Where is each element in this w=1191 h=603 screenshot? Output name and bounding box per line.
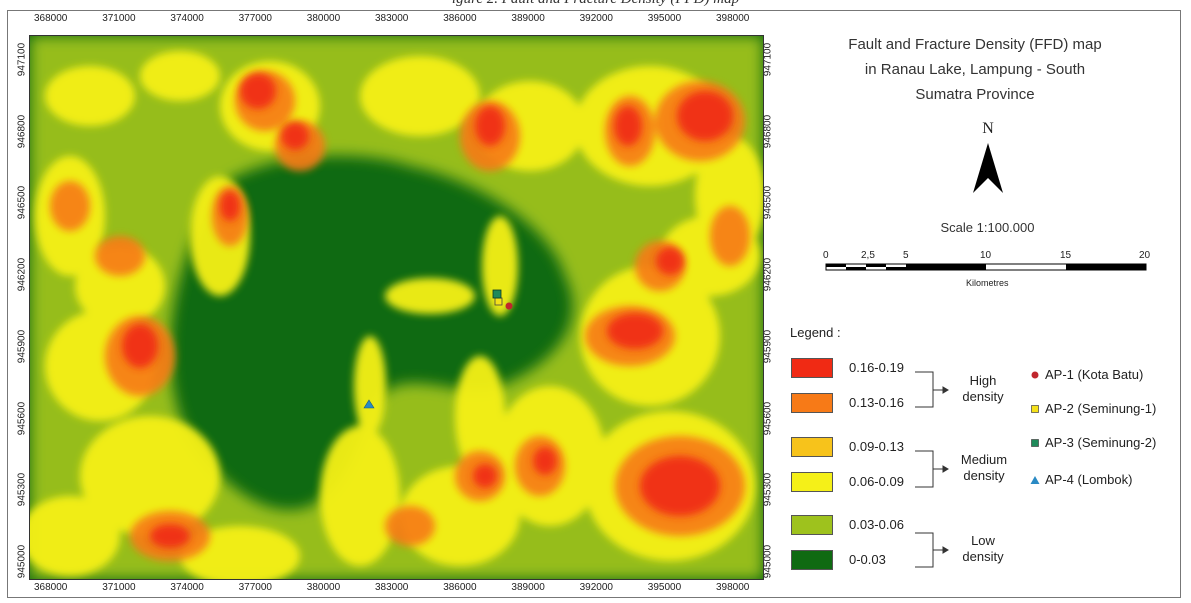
x-tick-label: 386000 bbox=[443, 582, 477, 593]
group-medium: Medium density bbox=[960, 452, 1008, 483]
y-tick-label: 945300 bbox=[762, 473, 774, 507]
group-low: Low density bbox=[962, 533, 1004, 564]
triangle-icon bbox=[1030, 476, 1040, 484]
scale-tick: 5 bbox=[903, 250, 909, 261]
legend-range: 0.16-0.19 bbox=[849, 360, 904, 375]
circle-icon bbox=[1031, 371, 1039, 379]
x-tick-label: 368000 bbox=[34, 13, 68, 24]
y-tick-label: 945600 bbox=[16, 401, 28, 435]
y-tick-label: 945600 bbox=[762, 401, 774, 435]
legend-range: 0-0.03 bbox=[849, 552, 886, 567]
x-tick-label: 395000 bbox=[647, 582, 682, 593]
y-tick-label: 946500 bbox=[762, 186, 774, 220]
y-tick-label: 946200 bbox=[762, 257, 774, 292]
y-tick-label: 945000 bbox=[762, 544, 774, 579]
x-tick-label: 389000 bbox=[511, 582, 545, 593]
ffd-map bbox=[29, 35, 764, 580]
legend-range: 0.13-0.16 bbox=[849, 395, 904, 410]
legend-brackets bbox=[915, 371, 949, 568]
map-frame bbox=[7, 10, 1181, 598]
x-tick-label: 380000 bbox=[306, 13, 341, 24]
scale-bar: 0 2,5 5 10 15 20 Kilometres bbox=[821, 250, 1151, 290]
x-tick-label: 371000 bbox=[102, 13, 136, 24]
x-tick-label: 392000 bbox=[579, 13, 613, 24]
map-title: Fault and Fracture Density (FFD) map in … bbox=[848, 36, 1102, 103]
ffd-raster bbox=[30, 36, 763, 579]
figure-caption: igure 2. Fault and Fracture Density (FFD… bbox=[0, 0, 1191, 8]
scale-unit: Kilometres bbox=[966, 278, 1009, 288]
ap3-marker bbox=[492, 289, 502, 299]
y-tick-label: 946800 bbox=[16, 114, 28, 148]
scale-tick: 20 bbox=[1139, 250, 1151, 261]
y-tick-label: 945000 bbox=[16, 544, 28, 579]
y-tick-label: 945900 bbox=[16, 329, 28, 363]
y-tick-label: 945900 bbox=[762, 329, 774, 363]
scale-tick: 10 bbox=[980, 250, 992, 261]
y-tick-label: 946500 bbox=[16, 186, 28, 220]
scale-tick: 15 bbox=[1060, 250, 1072, 261]
x-tick-label: 374000 bbox=[170, 582, 204, 593]
legend-swatch bbox=[791, 358, 833, 378]
x-tick-label: 392000 bbox=[579, 582, 613, 593]
scale-text: Scale 1:100.000 bbox=[940, 220, 1035, 235]
point-legend-label: AP-3 (Seminung-2) bbox=[1045, 435, 1157, 450]
y-tick-label: 946200 bbox=[16, 257, 28, 292]
legend-swatch bbox=[791, 550, 833, 570]
y-tick-label: 946800 bbox=[762, 114, 774, 148]
y-tick-label: 947100 bbox=[762, 42, 774, 77]
legend-swatch bbox=[791, 393, 833, 413]
y-tick-label: 945300 bbox=[16, 473, 28, 507]
scale-tick: 2,5 bbox=[861, 250, 875, 261]
ap1-marker bbox=[505, 302, 513, 310]
x-tick-label: 371000 bbox=[102, 582, 136, 593]
point-legend-label: AP-1 (Kota Batu) bbox=[1045, 367, 1144, 382]
x-tick-label: 377000 bbox=[238, 13, 272, 24]
north-arrow-icon bbox=[973, 143, 1003, 193]
x-tick-label: 383000 bbox=[375, 582, 409, 593]
x-tick-label: 389000 bbox=[511, 13, 545, 24]
ap4-marker bbox=[363, 399, 375, 409]
x-tick-label: 380000 bbox=[306, 582, 341, 593]
ap2-marker bbox=[494, 297, 503, 306]
point-legend-label: AP-2 (Seminung-1) bbox=[1045, 401, 1157, 416]
legend-range: 0.03-0.06 bbox=[849, 517, 904, 532]
x-tick-label: 395000 bbox=[647, 13, 682, 24]
x-tick-label: 398000 bbox=[716, 13, 750, 24]
map-panel: Fault and Fracture Density (FFD) map in … bbox=[775, 20, 1175, 590]
group-high: High density bbox=[962, 373, 1004, 404]
x-tick-label: 383000 bbox=[375, 13, 409, 24]
legend-range: 0.06-0.09 bbox=[849, 474, 904, 489]
legend-range: 0.09-0.13 bbox=[849, 439, 904, 454]
square-icon bbox=[1031, 439, 1039, 447]
x-tick-label: 377000 bbox=[238, 582, 272, 593]
x-tick-label: 398000 bbox=[716, 582, 750, 593]
point-legend-label: AP-4 (Lombok) bbox=[1045, 472, 1133, 487]
legend-title: Legend : bbox=[790, 325, 841, 340]
north-label: N bbox=[982, 120, 994, 137]
scale-tick: 0 bbox=[823, 250, 829, 261]
square-icon bbox=[1031, 405, 1039, 413]
x-tick-label: 386000 bbox=[443, 13, 477, 24]
legend-swatch bbox=[791, 472, 833, 492]
x-tick-label: 374000 bbox=[170, 13, 204, 24]
x-tick-label: 368000 bbox=[34, 582, 68, 593]
north-arrow: N bbox=[968, 120, 1008, 203]
legend-swatch bbox=[791, 437, 833, 457]
legend-swatch bbox=[791, 515, 833, 535]
y-tick-label: 947100 bbox=[16, 42, 28, 77]
